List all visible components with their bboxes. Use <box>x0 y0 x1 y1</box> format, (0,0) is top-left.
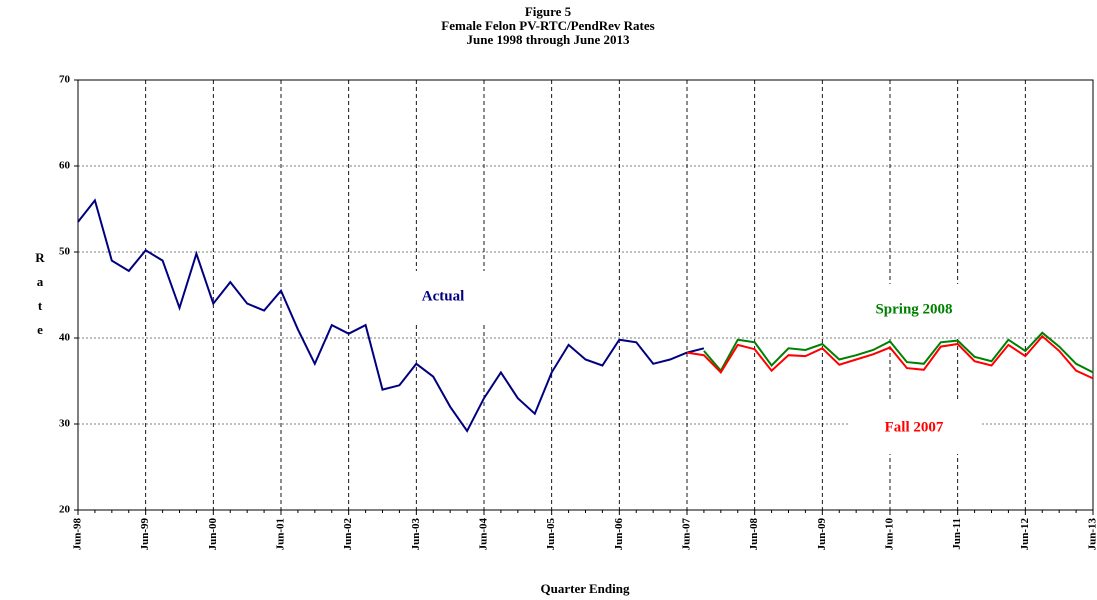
chart-title: Figure 5 <box>525 4 572 19</box>
series-label: Spring 2008 <box>875 301 952 317</box>
x-tick-label: Jun-99 <box>139 518 151 551</box>
chart-subtitle: June 1998 through June 2013 <box>466 32 630 47</box>
x-tick-label: Jun-06 <box>613 518 625 551</box>
y-tick-label: 50 <box>59 246 71 258</box>
label-background <box>848 284 980 336</box>
x-tick-label: Jun-10 <box>884 518 896 551</box>
series-label: Actual <box>422 288 465 304</box>
x-tick-label: Jun-98 <box>72 518 84 551</box>
x-tick-label: Jun-11 <box>951 518 963 550</box>
x-tick-label: Jun-02 <box>342 518 354 551</box>
x-tick-label: Jun-01 <box>275 518 287 550</box>
series-line <box>77 198 705 433</box>
x-tick-label: Jun-09 <box>816 518 828 551</box>
x-tick-label: Jun-12 <box>1019 518 1031 551</box>
y-tick-label: 40 <box>59 332 71 344</box>
y-tick-label: 70 <box>59 74 71 86</box>
series-line <box>703 331 1094 374</box>
y-tick-label: 20 <box>59 504 71 516</box>
y-tick-label: 60 <box>59 160 71 172</box>
plot-frame <box>77 79 1094 511</box>
label-background <box>848 402 980 454</box>
x-axis-label: Quarter Ending <box>541 581 630 596</box>
x-tick-label: Jun-00 <box>207 518 219 551</box>
series-line <box>686 334 1094 380</box>
x-tick-label: Jun-03 <box>410 518 422 551</box>
chart-subtitle: Female Felon PV-RTC/PendRev Rates <box>441 18 654 33</box>
x-tick-label: Jun-05 <box>545 518 557 551</box>
label-background <box>377 271 509 323</box>
y-tick-label: 30 <box>59 418 71 430</box>
x-tick-label: Jun-08 <box>748 518 760 551</box>
series-label: Fall 2007 <box>885 419 944 435</box>
x-tick-label: Jun-04 <box>478 518 490 551</box>
x-tick-label: Jun-07 <box>681 518 693 551</box>
x-tick-label: Jun-13 <box>1087 518 1097 551</box>
